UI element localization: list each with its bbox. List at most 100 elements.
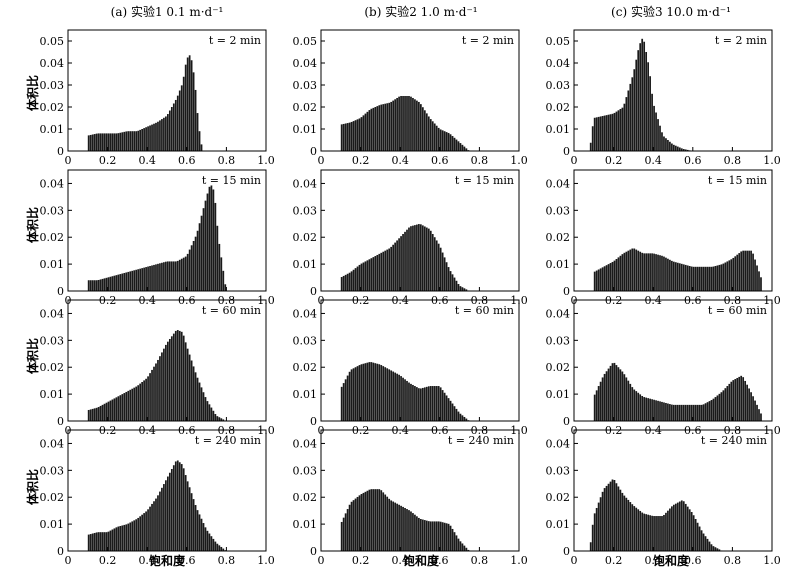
histogram-bar <box>663 514 665 551</box>
histogram-bar <box>698 266 701 291</box>
histogram-bar <box>427 228 430 291</box>
histogram-bar <box>609 114 612 151</box>
histogram-bar <box>121 273 124 291</box>
x-tick-label: 0.4 <box>138 154 156 167</box>
histogram-bar <box>208 404 211 421</box>
histogram-bar <box>382 251 385 291</box>
histogram-bar <box>639 394 642 421</box>
histogram-bar <box>669 141 671 151</box>
histogram-bar <box>665 402 667 421</box>
histogram-bar <box>127 271 130 291</box>
histogram-bar <box>623 103 626 151</box>
plot-frame <box>67 169 267 292</box>
histogram-bar <box>95 133 98 151</box>
histogram-bar <box>678 404 681 421</box>
histogram-bar <box>455 408 458 421</box>
histogram-bar <box>172 465 175 551</box>
y-tick-label: 0.03 <box>40 334 65 347</box>
plot-frame <box>320 299 520 422</box>
histogram-bar <box>593 117 596 151</box>
histogram-bar <box>356 119 359 151</box>
histogram-bar <box>716 265 719 291</box>
histogram-bar <box>629 83 632 151</box>
histogram-bar <box>682 149 685 151</box>
histogram-bar <box>163 262 165 291</box>
y-tick-label: 0.03 <box>293 334 318 347</box>
histogram-bar <box>194 236 197 291</box>
histogram-bar <box>459 286 462 291</box>
histogram-bar <box>722 390 725 421</box>
histogram-bar <box>212 538 215 551</box>
plot-frame <box>573 429 773 552</box>
time-annotation: t = 2 min <box>209 34 261 47</box>
histogram-bar <box>637 392 640 421</box>
histogram-bar <box>702 404 705 421</box>
histogram-bar <box>400 376 402 421</box>
histogram-bar <box>218 545 221 551</box>
histogram-bar <box>700 404 703 421</box>
histogram-bar <box>439 247 442 291</box>
histogram-bar <box>113 133 116 151</box>
histogram-bar <box>702 533 705 551</box>
histogram-bar <box>461 543 464 551</box>
histogram-bar <box>376 489 379 551</box>
histogram-bar <box>414 225 416 291</box>
histogram-bar <box>742 377 745 421</box>
histogram-bar <box>657 254 659 291</box>
histogram-bar <box>420 224 422 291</box>
histogram-bar <box>661 255 663 291</box>
histogram-bar <box>680 148 683 151</box>
histogram-bar <box>129 522 132 551</box>
histogram-bar <box>451 403 454 421</box>
histogram-bar <box>457 411 460 421</box>
histogram-bar <box>669 508 671 551</box>
histogram-bar <box>730 259 733 291</box>
histogram-bar <box>431 386 434 421</box>
histogram-bar <box>738 376 741 421</box>
histogram-bar <box>121 394 124 421</box>
y-tick-label: 0.02 <box>546 101 571 114</box>
histogram-bar <box>87 409 90 421</box>
histogram-bar <box>621 254 624 291</box>
y-axis-label-row-3: 体积比 <box>25 338 40 374</box>
histogram-bar <box>194 372 197 421</box>
histogram-bar <box>676 262 679 291</box>
histogram-bar <box>380 365 383 421</box>
histogram-bar <box>386 249 389 291</box>
histogram-bar <box>591 126 594 151</box>
histogram-bar <box>402 234 404 291</box>
histogram-bar <box>449 134 452 151</box>
histogram-bar <box>410 383 412 421</box>
histogram-bar <box>678 147 681 151</box>
histogram-bar <box>704 536 707 551</box>
x-tick-label: 0 <box>318 554 325 567</box>
histogram-bar <box>352 121 355 151</box>
histogram-bar <box>384 250 387 291</box>
y-tick-label: 0.04 <box>293 437 318 450</box>
histogram-bar <box>131 388 134 421</box>
histogram-bar <box>447 523 450 551</box>
histogram-bar <box>647 398 649 421</box>
histogram-bar <box>366 490 369 551</box>
histogram-bar <box>421 519 424 551</box>
histogram-bar <box>627 380 630 421</box>
histogram-bar <box>420 519 422 551</box>
histogram-bar <box>159 491 161 551</box>
histogram-bar <box>398 238 400 291</box>
histogram-bar <box>196 377 199 421</box>
histogram-bar <box>408 227 410 291</box>
histogram-bar <box>704 403 707 421</box>
histogram-bar <box>394 242 396 291</box>
histogram-bar <box>734 256 737 291</box>
histogram-bar <box>453 137 456 151</box>
histogram-bar <box>421 107 424 151</box>
histogram-bar <box>101 278 104 291</box>
histogram-bar <box>174 261 177 291</box>
plot-frame <box>67 299 267 422</box>
y-tick-label: 0 <box>563 145 570 158</box>
y-tick-label: 0.03 <box>546 464 571 477</box>
histogram-bar <box>655 516 657 551</box>
histogram-bar <box>360 364 363 421</box>
histogram-bar <box>398 374 400 421</box>
histogram-bar <box>392 501 395 551</box>
